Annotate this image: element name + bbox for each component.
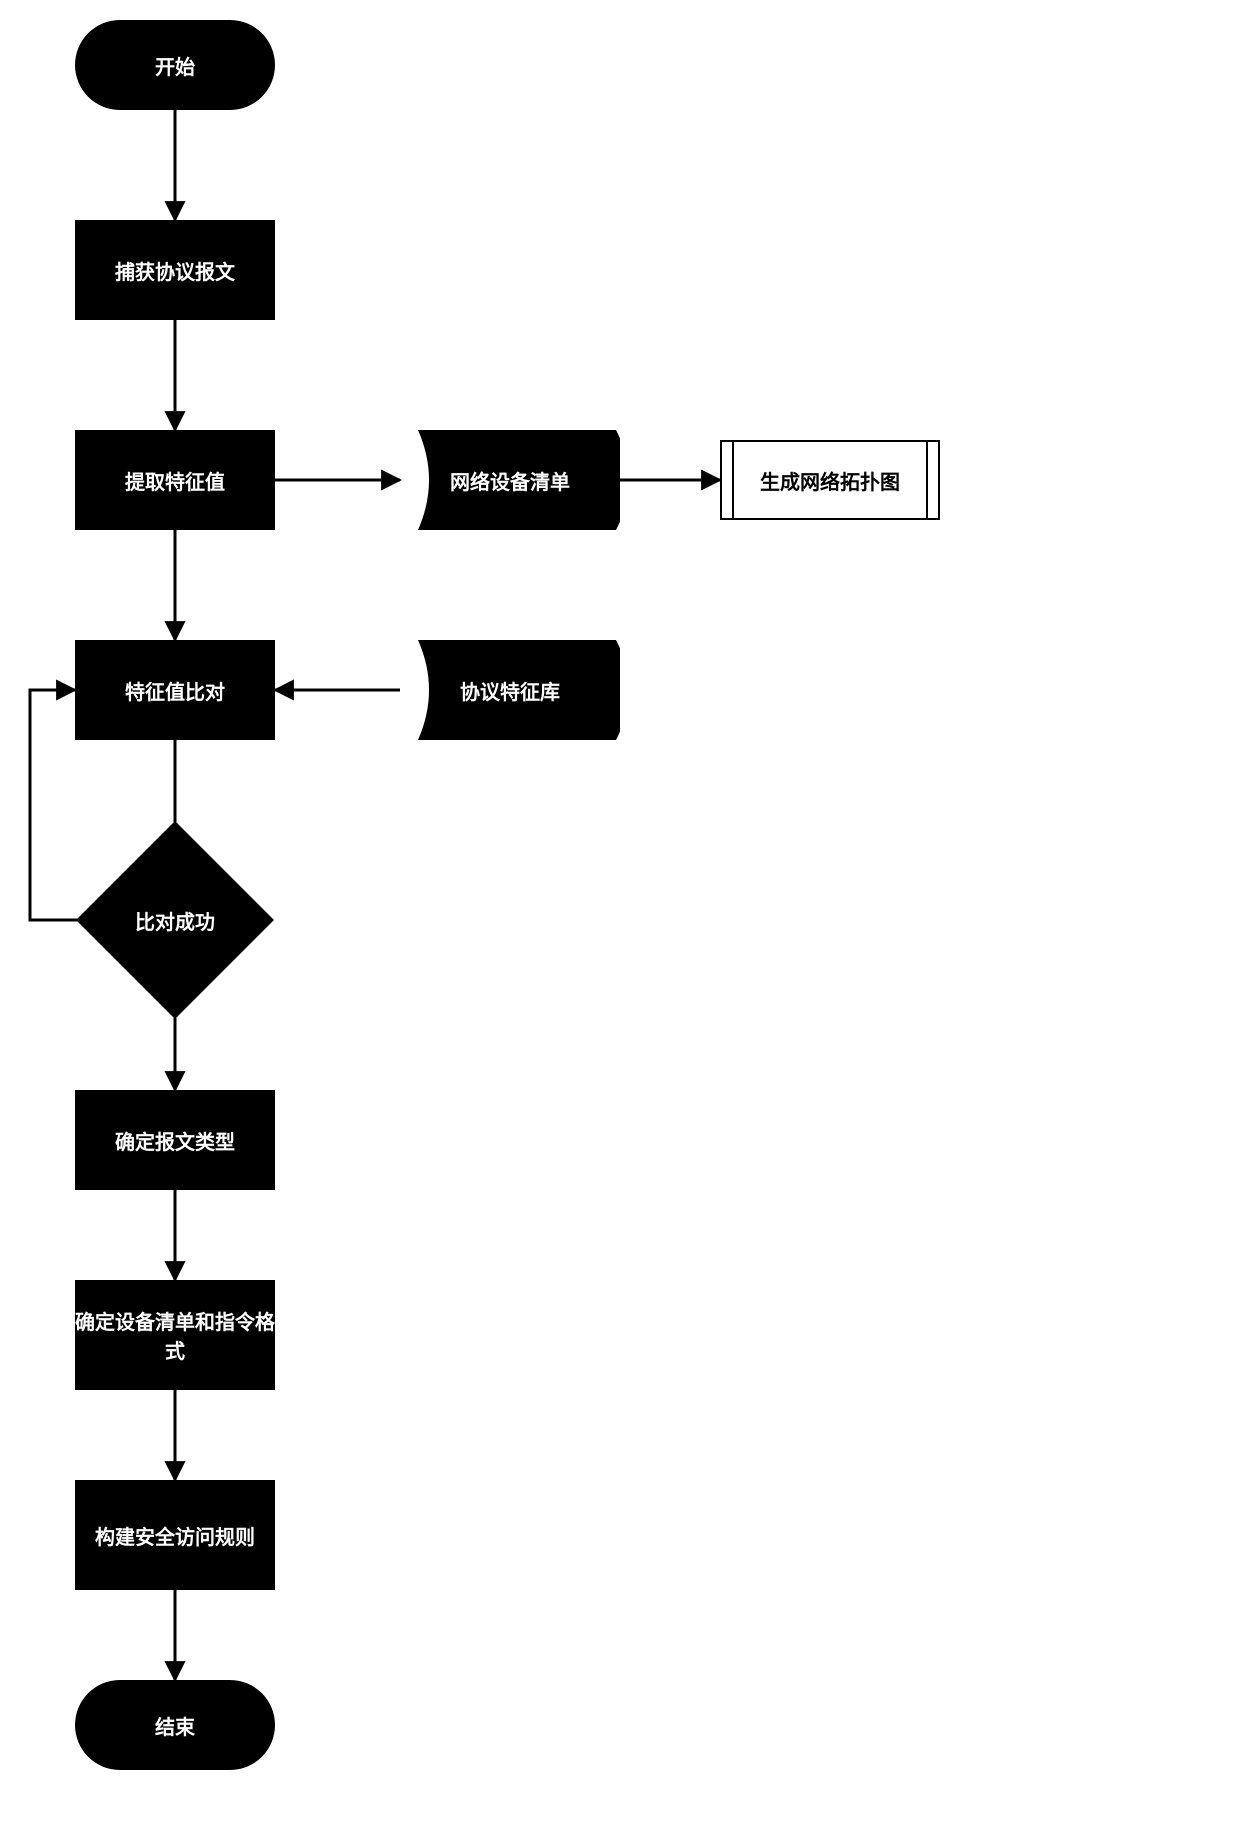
node-end: 结束 [75, 1680, 275, 1770]
node-devlist: 网络设备清单 [400, 430, 620, 530]
node-featdb: 协议特征库 [400, 640, 620, 740]
node-label: 特征值比对 [125, 676, 225, 705]
node-rules: 构建安全访问规则 [75, 1480, 275, 1590]
node-compare: 特征值比对 [75, 640, 275, 740]
node-label: 网络设备清单 [450, 466, 570, 495]
node-gentopo: 生成网络拓扑图 [720, 440, 940, 520]
node-start: 开始 [75, 20, 275, 110]
node-match: 比对成功 [105, 850, 245, 990]
node-type: 确定报文类型 [75, 1090, 275, 1190]
node-label: 确定报文类型 [115, 1126, 235, 1155]
node-label: 确定设备清单和指令格式 [75, 1306, 275, 1364]
node-label: 开始 [155, 51, 195, 80]
node-label: 提取特征值 [125, 466, 225, 495]
node-label: 生成网络拓扑图 [760, 466, 900, 495]
node-label: 结束 [155, 1711, 195, 1740]
node-label: 捕获协议报文 [115, 256, 235, 285]
flowchart-canvas: 开始 捕获协议报文 提取特征值 网络设备清单 生成网络拓扑图 特征值比对 协议特… [0, 0, 1240, 1837]
node-label: 协议特征库 [460, 676, 560, 705]
node-extract: 提取特征值 [75, 430, 275, 530]
node-label: 比对成功 [135, 906, 215, 935]
node-cmdfmt: 确定设备清单和指令格式 [75, 1280, 275, 1390]
node-capture: 捕获协议报文 [75, 220, 275, 320]
node-label: 构建安全访问规则 [95, 1521, 255, 1550]
